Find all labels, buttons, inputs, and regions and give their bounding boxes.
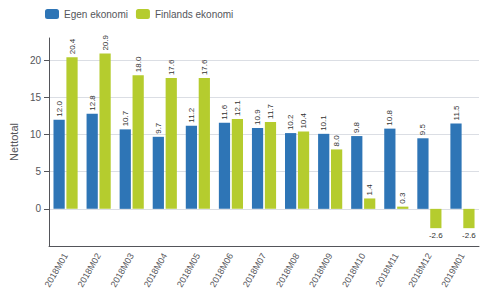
svg-text:20.4: 20.4 bbox=[68, 38, 77, 54]
svg-text:10.9: 10.9 bbox=[253, 109, 262, 125]
svg-text:Egen ekonomi: Egen ekonomi bbox=[64, 9, 128, 20]
svg-text:17.6: 17.6 bbox=[167, 59, 176, 75]
svg-text:11.6: 11.6 bbox=[220, 104, 229, 120]
svg-text:10.8: 10.8 bbox=[385, 110, 394, 126]
svg-text:2018M03: 2018M03 bbox=[109, 251, 136, 288]
svg-text:2018M09: 2018M09 bbox=[307, 251, 334, 288]
svg-text:0: 0 bbox=[35, 203, 41, 214]
svg-text:5: 5 bbox=[35, 166, 41, 177]
svg-text:10.2: 10.2 bbox=[286, 114, 295, 130]
svg-text:2018M05: 2018M05 bbox=[175, 251, 202, 288]
svg-text:Finlands ekonomi: Finlands ekonomi bbox=[155, 9, 233, 20]
svg-text:2018M10: 2018M10 bbox=[340, 251, 367, 288]
svg-text:2018M11: 2018M11 bbox=[374, 251, 401, 288]
svg-text:2018M02: 2018M02 bbox=[76, 251, 103, 288]
svg-text:12.1: 12.1 bbox=[233, 100, 242, 116]
svg-text:9.7: 9.7 bbox=[154, 122, 163, 134]
svg-text:20.9: 20.9 bbox=[101, 34, 110, 50]
svg-text:2018M04: 2018M04 bbox=[142, 251, 169, 288]
svg-text:10.1: 10.1 bbox=[319, 115, 328, 131]
svg-text:2019M01: 2019M01 bbox=[439, 251, 466, 288]
svg-text:0.3: 0.3 bbox=[398, 192, 407, 204]
svg-text:9.8: 9.8 bbox=[352, 121, 361, 133]
svg-text:8.0: 8.0 bbox=[332, 135, 341, 147]
svg-text:2018M07: 2018M07 bbox=[241, 251, 268, 288]
svg-text:12.0: 12.0 bbox=[55, 101, 64, 117]
svg-text:10: 10 bbox=[30, 129, 42, 140]
svg-text:1.4: 1.4 bbox=[365, 184, 374, 196]
svg-text:15: 15 bbox=[30, 92, 42, 103]
svg-text:17.6: 17.6 bbox=[200, 59, 209, 75]
svg-text:-2.6: -2.6 bbox=[462, 231, 476, 240]
svg-text:2018M08: 2018M08 bbox=[274, 251, 301, 288]
svg-text:11.7: 11.7 bbox=[266, 103, 275, 119]
svg-text:10.4: 10.4 bbox=[299, 112, 308, 128]
svg-text:-2.6: -2.6 bbox=[429, 231, 443, 240]
svg-text:12.8: 12.8 bbox=[88, 95, 97, 111]
svg-text:20: 20 bbox=[30, 55, 42, 66]
svg-text:10.7: 10.7 bbox=[121, 110, 130, 126]
svg-text:9.5: 9.5 bbox=[418, 124, 427, 136]
svg-text:2018M01: 2018M01 bbox=[42, 251, 69, 288]
svg-text:11.2: 11.2 bbox=[187, 107, 196, 123]
svg-text:2018M12: 2018M12 bbox=[406, 251, 433, 288]
svg-text:11.5: 11.5 bbox=[452, 105, 461, 121]
svg-text:Nettotal: Nettotal bbox=[8, 123, 20, 161]
svg-text:2018M06: 2018M06 bbox=[208, 251, 235, 288]
svg-text:18.0: 18.0 bbox=[134, 56, 143, 72]
